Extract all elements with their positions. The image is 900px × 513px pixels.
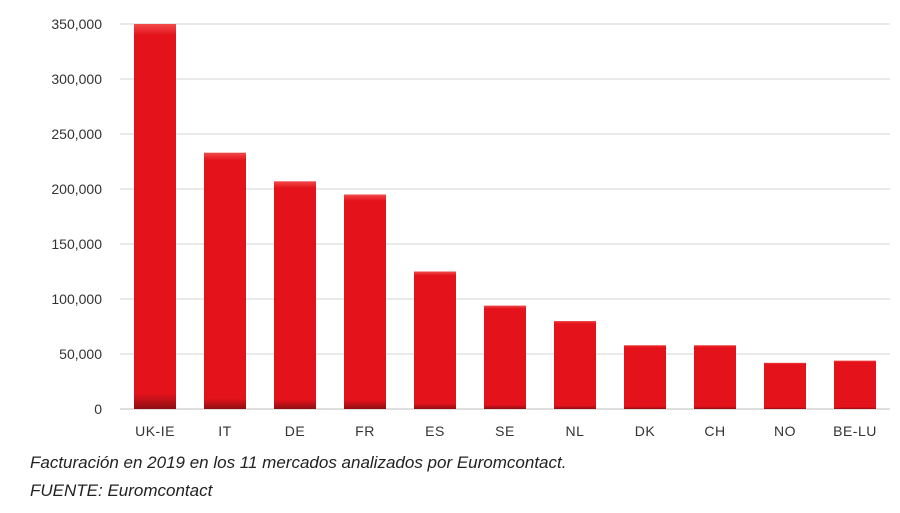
bar-no xyxy=(764,362,806,409)
x-axis-ticks: UK-IE IT DE FR ES SE NL DK CH NO BE-LU xyxy=(135,423,877,439)
bar-de xyxy=(274,181,316,409)
bar-be-lu xyxy=(834,360,876,409)
bar-dk xyxy=(624,345,666,409)
bar-es xyxy=(414,271,456,409)
x-tick-label: CH xyxy=(704,423,725,439)
y-tick-label: 300,000 xyxy=(51,71,102,87)
gridlines xyxy=(120,23,890,410)
bar-se xyxy=(484,305,526,409)
x-tick-label: NL xyxy=(566,423,585,439)
x-tick-label: SE xyxy=(495,423,515,439)
x-tick-label: IT xyxy=(218,423,231,439)
x-tick-label: FR xyxy=(355,423,375,439)
bar-uk-ie xyxy=(134,24,176,409)
y-tick-label: 150,000 xyxy=(51,236,102,252)
chart-source: FUENTE: Euromcontact xyxy=(30,481,213,500)
x-tick-label: NO xyxy=(774,423,796,439)
bar-it xyxy=(204,152,246,409)
y-tick-label: 250,000 xyxy=(51,126,102,142)
y-tick-label: 200,000 xyxy=(51,181,102,197)
x-tick-label: ES xyxy=(425,423,445,439)
bar-chart: 0 50,000 100,000 150,000 200,000 250,000 300,0… xyxy=(51,16,890,439)
bar-fr xyxy=(344,194,386,409)
x-tick-label: DE xyxy=(285,423,305,439)
y-tick-label: 50,000 xyxy=(59,346,102,362)
x-tick-label: BE-LU xyxy=(833,423,877,439)
y-tick-label: 350,000 xyxy=(51,16,102,32)
y-tick-label: 100,000 xyxy=(51,291,102,307)
x-tick-label: UK-IE xyxy=(135,423,175,439)
bar-ch xyxy=(694,345,736,409)
bar-nl xyxy=(554,321,596,409)
y-tick-label: 0 xyxy=(94,401,102,417)
chart-caption: Facturación en 2019 en los 11 mercados a… xyxy=(30,453,567,472)
bars xyxy=(134,24,876,409)
x-tick-label: DK xyxy=(635,423,656,439)
y-axis-ticks: 0 50,000 100,000 150,000 200,000 250,000 300,0… xyxy=(51,16,102,417)
